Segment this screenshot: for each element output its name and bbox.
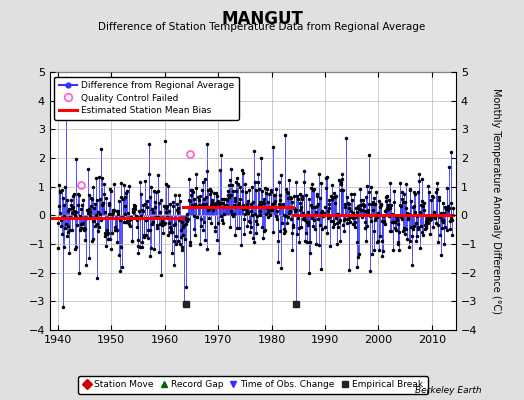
Text: MANGUT: MANGUT [221, 10, 303, 28]
Y-axis label: Monthly Temperature Anomaly Difference (°C): Monthly Temperature Anomaly Difference (… [491, 88, 501, 314]
Text: Berkeley Earth: Berkeley Earth [416, 386, 482, 395]
Legend: Station Move, Record Gap, Time of Obs. Change, Empirical Break: Station Move, Record Gap, Time of Obs. C… [78, 376, 428, 394]
Text: Difference of Station Temperature Data from Regional Average: Difference of Station Temperature Data f… [99, 22, 425, 32]
